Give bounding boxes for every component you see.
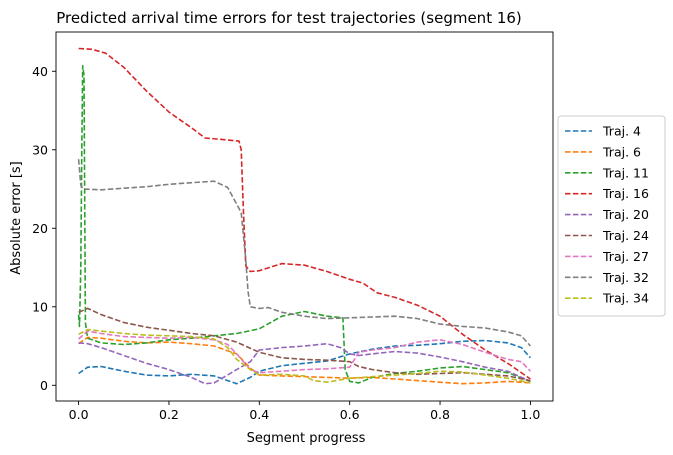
y-tick-label: 30	[32, 142, 48, 157]
series-line-2	[78, 336, 531, 385]
series-line-8	[77, 159, 531, 347]
legend-label: Traj. 27	[602, 249, 649, 264]
legend-label: Traj. 6	[602, 144, 641, 159]
legend-label: Traj. 32	[602, 270, 649, 285]
series-line-9	[78, 328, 531, 384]
chart-title: Predicted arrival time errors for test t…	[56, 9, 522, 27]
legend-label: Traj. 4	[602, 124, 641, 139]
x-axis-label: Segment progress	[247, 431, 366, 446]
y-axis-label: Absolute error [s]	[9, 161, 24, 274]
legend-label: Traj. 16	[602, 186, 649, 201]
legend-box	[557, 115, 666, 317]
y-tick-label: 10	[32, 299, 48, 314]
plot-lines	[77, 47, 531, 385]
x-axis: 0.0 0.2 0.4 0.6 0.8 1.0	[69, 401, 540, 422]
x-tick-label: 0.4	[249, 407, 269, 422]
series-line-7	[78, 330, 531, 374]
legend-label: Traj. 11	[602, 165, 649, 180]
legend-label: Traj. 20	[602, 207, 649, 222]
x-tick-label: 0.0	[69, 407, 89, 422]
y-axis: 0 10 20 30 40	[32, 64, 56, 393]
legend: Traj. 4 Traj. 6 Traj. 11 Traj. 16 Traj. 20 Tr…	[557, 115, 666, 317]
series-line-5	[78, 342, 531, 385]
axes-frame	[55, 31, 554, 402]
legend-label: Traj. 34	[602, 291, 649, 306]
x-tick-label: 0.6	[340, 407, 360, 422]
series-line-6	[78, 307, 531, 382]
x-tick-label: 1.0	[520, 407, 540, 422]
x-tick-label: 0.8	[430, 407, 450, 422]
legend-label: Traj. 24	[602, 228, 649, 243]
y-tick-label: 20	[32, 221, 48, 236]
series-line-3	[77, 65, 531, 384]
x-tick-label: 0.2	[159, 407, 179, 422]
y-tick-label: 0	[40, 378, 48, 393]
y-tick-label: 40	[32, 64, 48, 79]
series-line-4	[78, 47, 531, 380]
